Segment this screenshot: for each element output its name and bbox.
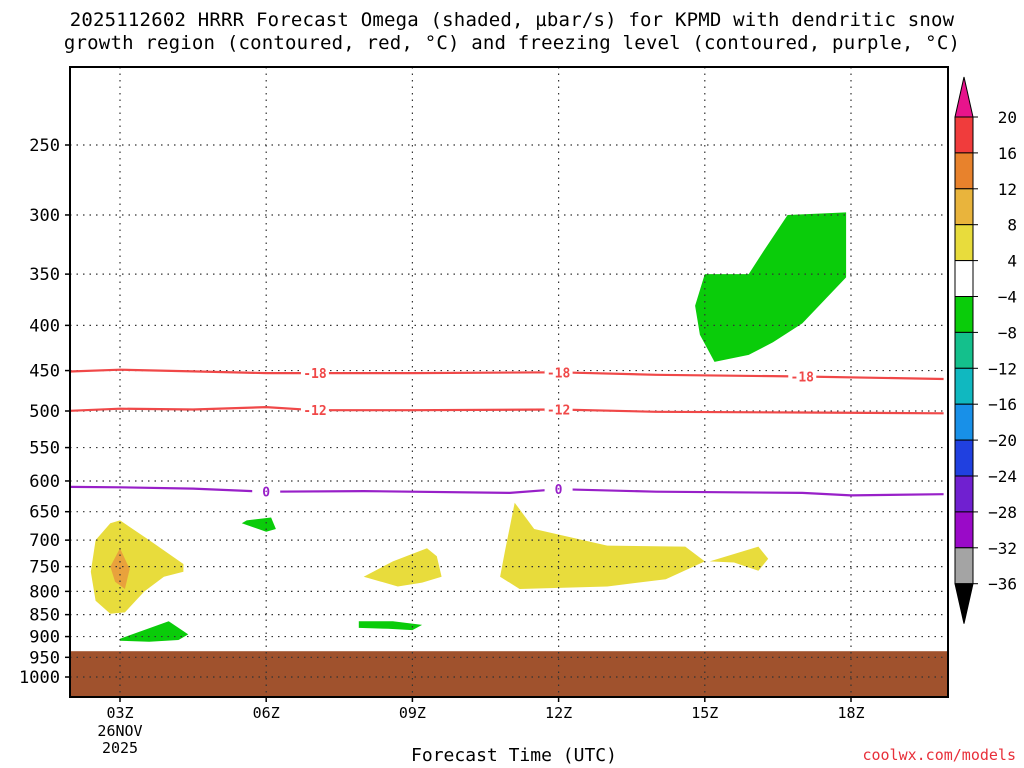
contour-label--18: -18: [303, 367, 327, 382]
omega-region-1: [90, 520, 184, 614]
colorbar-label-4: 8: [1007, 216, 1017, 235]
colorbar-swatch-1: [954, 116, 974, 154]
y-tick-label-350: 350: [29, 265, 60, 285]
y-tick-label-550: 550: [29, 439, 60, 459]
contour-label-0: 0: [262, 486, 270, 501]
colorbar-swatch-5: [954, 260, 974, 298]
plot-frame: [69, 66, 949, 698]
colorbar-swatch-4: [954, 224, 974, 262]
x-tick-label-09Z: 09Z: [399, 704, 426, 722]
omega-region-8: [709, 546, 769, 571]
colorbar-swatch-10: [954, 439, 974, 477]
y-tick-label-500: 500: [29, 402, 60, 422]
y-tick-label-900: 900: [29, 628, 60, 648]
contour-label--18: -18: [547, 366, 571, 381]
x-axis-label: Forecast Time (UTC): [411, 745, 617, 766]
omega-region-5: [363, 548, 442, 587]
colorbar-label-9: −16: [988, 395, 1017, 414]
colorbar-swatch-2: [954, 152, 974, 190]
y-tick-label-650: 650: [29, 503, 60, 523]
colorbar-swatch-3: [954, 188, 974, 226]
x-tick-sublabel-2: 2025: [102, 739, 138, 757]
y-tick-label-700: 700: [29, 531, 60, 551]
contour-label-bg--12: [544, 401, 573, 417]
y-tick-label-400: 400: [29, 316, 60, 336]
x-tick-label-06Z: 06Z: [253, 704, 280, 722]
x-tick-sublabel-1: 26NOV: [97, 722, 142, 740]
colorbar-label-10: −20: [988, 431, 1017, 450]
y-tick-label-750: 750: [29, 558, 60, 578]
chart-title-line-1: 2025112602 HRRR Forecast Omega (shaded, …: [69, 9, 955, 31]
y-tick-label-800: 800: [29, 582, 60, 602]
plot-area: -18 -18 -18 -12 -12 0 0: [70, 67, 948, 697]
omega-region-7: [500, 502, 705, 589]
contour-label-bg-0: [544, 481, 573, 497]
x-tick-label-15Z: 15Z: [691, 704, 718, 722]
contour-label-bg--18: [300, 365, 329, 381]
colorbar-label-6: −4: [998, 288, 1017, 307]
colorbar-swatch-11: [954, 475, 974, 513]
omega-region-3: [241, 517, 276, 532]
x-tick-label-18Z: 18Z: [837, 704, 864, 722]
colorbar-swatch-9: [954, 403, 974, 441]
contour-label-bg--18: [788, 368, 817, 384]
colorbar-swatch-12: [954, 511, 974, 549]
colorbar-swatch-13: [954, 547, 974, 585]
colorbar-label-11: −24: [988, 467, 1017, 486]
colorbar-label-1: 20: [998, 108, 1017, 127]
y-tick-label-1000: 1000: [19, 668, 60, 688]
contour-line--18: [70, 368, 944, 381]
colorbar-label-3: 12: [998, 180, 1017, 199]
contour-label-bg--12: [300, 402, 329, 418]
chart-title-line-2: growth region (contoured, red, °C) and f…: [63, 32, 961, 54]
contour-line--12: [70, 405, 944, 415]
colorbar-swatch-6: [954, 296, 974, 333]
contour-label--12: -12: [303, 404, 326, 419]
terrain-fill: [70, 651, 948, 697]
contour-label--18: -18: [791, 370, 815, 385]
y-tick-label-600: 600: [29, 472, 60, 492]
colorbar-label-5: 4: [1007, 252, 1017, 271]
colorbar-label-7: −8: [998, 323, 1017, 342]
y-tick-label-850: 850: [29, 606, 60, 626]
colorbar: 20 16 12 8 4 −4 −8 −12 −16 −20 −24 −28 −32 −36: [954, 76, 1017, 624]
colorbar-label-8: −12: [988, 359, 1017, 378]
colorbar-swatch-7: [954, 331, 974, 369]
omega-region-6: [358, 621, 423, 631]
y-tick-label-950: 950: [29, 648, 60, 668]
colorbar-bottom-arrow: [954, 583, 974, 624]
contour-line-0: [70, 485, 944, 497]
y-tick-label-450: 450: [29, 362, 60, 382]
colorbar-label-2: 16: [998, 144, 1017, 163]
contour-label-bg--18: [544, 364, 573, 380]
colorbar-label-14: −36: [988, 575, 1017, 594]
omega-region-9: [695, 212, 847, 362]
colorbar-swatch-8: [954, 367, 974, 405]
contour-label--12: -12: [547, 403, 570, 418]
colorbar-label-13: −32: [988, 539, 1017, 558]
x-tick-label-12Z: 12Z: [545, 704, 572, 722]
omega-region-4: [120, 621, 189, 642]
contour-label-bg-0: [252, 483, 281, 499]
colorbar-label-12: −28: [988, 503, 1017, 522]
y-tick-label-250: 250: [29, 136, 60, 156]
x-tick-label-03Z: 03Z: [106, 704, 133, 722]
contour-label-0: 0: [555, 483, 563, 498]
colorbar-top-arrow: [954, 76, 974, 118]
watermark-link[interactable]: coolwx.com/models: [862, 746, 1016, 764]
y-tick-label-300: 300: [29, 206, 60, 226]
